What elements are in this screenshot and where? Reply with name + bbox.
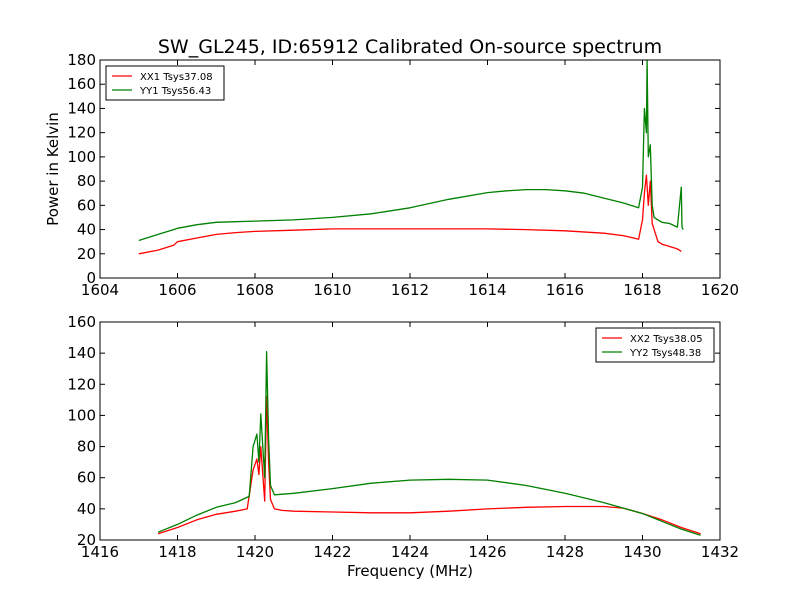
legend-box <box>595 327 715 363</box>
x-tick-label: 1420 <box>236 543 274 561</box>
y-tick-label: 40 <box>77 221 96 239</box>
y-tick-label: 100 <box>67 406 96 424</box>
y-tick-label: 180 <box>67 51 96 69</box>
y-tick-label: 60 <box>77 469 96 487</box>
series-line-2 <box>138 60 684 242</box>
x-tick-label: 1614 <box>468 281 506 299</box>
legend: XX2 Tsys38.05 YY2 Tsys48.38 <box>595 327 715 363</box>
series-line-1 <box>157 396 701 535</box>
y-tick-label: 20 <box>77 531 96 549</box>
legend-label: XX2 Tsys38.05 <box>630 334 703 345</box>
x-tick-label: 1418 <box>158 543 196 561</box>
legend-label: XX1 Tsys37.08 <box>140 72 213 83</box>
y-tick-label: 80 <box>77 172 96 190</box>
y-tick-label: 140 <box>67 344 96 362</box>
x-tick-label: 1606 <box>158 281 196 299</box>
legend-label: YY2 Tsys48.38 <box>629 348 701 359</box>
x-tick-label: 1430 <box>623 543 661 561</box>
top-plot: 1604 1606 1608 1610 1612 1614 1616 1618 1620 0 20 4… <box>44 51 739 299</box>
x-tick-label: 1424 <box>391 543 429 561</box>
x-tick-label: 1618 <box>623 281 661 299</box>
y-tick-label: 20 <box>77 245 96 263</box>
series-line-1 <box>138 174 682 255</box>
x-tick-label: 1416 <box>81 543 119 561</box>
y-tick-label: 0 <box>86 269 96 287</box>
y-tick-label: 140 <box>67 99 96 117</box>
x-tick-label: 1432 <box>701 543 739 561</box>
x-axis-label: Frequency (MHz) <box>347 562 473 580</box>
x-tick-label: 1604 <box>81 281 119 299</box>
y-axis-label: Power in Kelvin <box>44 112 62 226</box>
y-tick-label: 80 <box>77 438 96 456</box>
y-tick-label: 40 <box>77 500 96 518</box>
x-tick-label: 1608 <box>236 281 274 299</box>
y-tick-label: 160 <box>67 75 96 93</box>
legend: XX1 Tsys37.08 YY1 Tsys56.43 <box>105 65 225 101</box>
legend-box <box>105 65 225 101</box>
y-tick-label: 100 <box>67 148 96 166</box>
y-tick-label: 120 <box>67 124 96 142</box>
y-tick-label: 120 <box>67 375 96 393</box>
x-tick-label: 1610 <box>313 281 351 299</box>
bottom-plot: 1416 1418 1420 1422 1424 1426 1428 1430 1432 20 40… <box>67 313 739 580</box>
x-tick-label: 1612 <box>391 281 429 299</box>
x-tick-label: 1620 <box>701 281 739 299</box>
legend-label: YY1 Tsys56.43 <box>139 86 211 97</box>
y-tick-label: 60 <box>77 196 96 214</box>
series-line-2 <box>157 350 701 536</box>
x-tick-label: 1426 <box>468 543 506 561</box>
x-tick-label: 1428 <box>546 543 584 561</box>
y-tick-label: 160 <box>67 313 96 331</box>
x-tick-label: 1422 <box>313 543 351 561</box>
chart-title: SW_GL245, ID:65912 Calibrated On-source … <box>158 36 662 58</box>
x-tick-label: 1616 <box>546 281 584 299</box>
